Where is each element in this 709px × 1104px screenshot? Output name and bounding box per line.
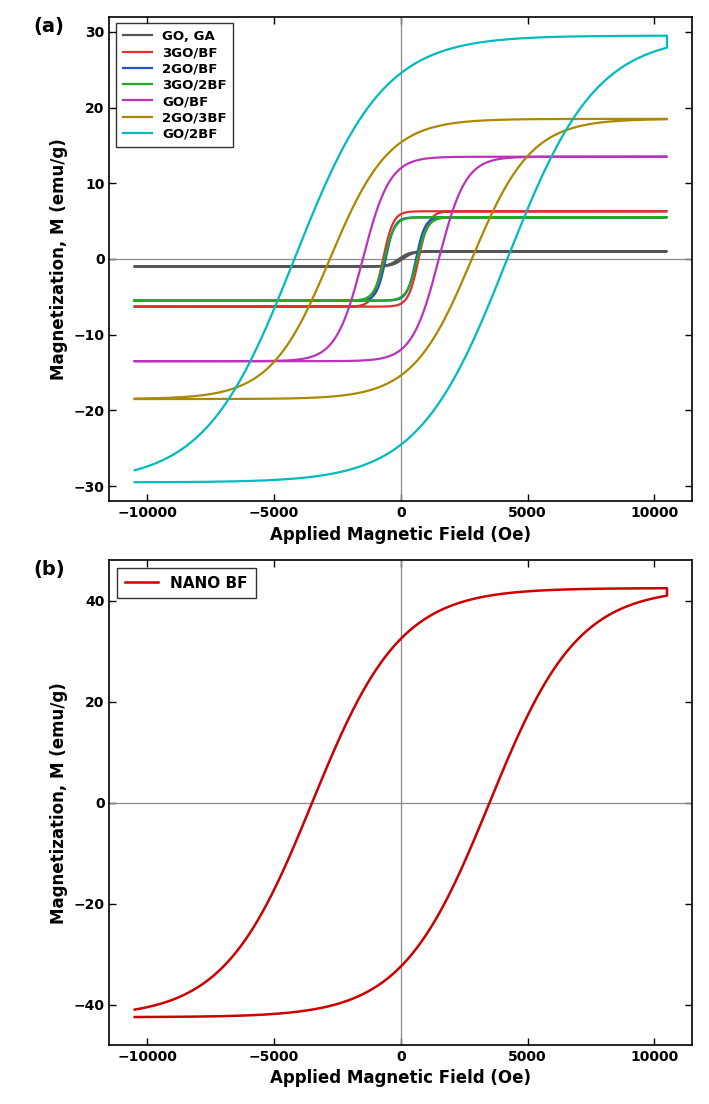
3GO/2BF <box>130 294 139 307</box>
Line: 2GO/3BF: 2GO/3BF <box>135 119 667 399</box>
3GO/BF <box>321 300 330 314</box>
GO/2BF <box>199 475 207 488</box>
GO/BF <box>130 354 139 368</box>
NANO BF <box>612 582 620 595</box>
GO, GA <box>321 259 330 273</box>
3GO/2BF <box>321 294 330 307</box>
3GO/2BF <box>130 294 139 307</box>
3GO/2BF <box>613 211 621 224</box>
GO, GA <box>150 259 159 273</box>
Y-axis label: Magnetization, M (emu/g): Magnetization, M (emu/g) <box>50 138 68 380</box>
2GO/3BF <box>130 392 139 405</box>
Line: 3GO/BF: 3GO/BF <box>135 211 667 307</box>
Legend: GO, GA, 3GO/BF, 2GO/BF, 3GO/2BF, GO/BF, 2GO/3BF, GO/2BF: GO, GA, 3GO/BF, 2GO/BF, 3GO/2BF, GO/BF, … <box>116 23 233 147</box>
GO/2BF <box>461 351 469 364</box>
GO/2BF <box>130 476 139 489</box>
2GO/BF <box>549 211 557 224</box>
3GO/BF <box>130 300 139 314</box>
GO/BF <box>612 150 620 163</box>
GO/BF <box>150 354 159 368</box>
2GO/BF <box>461 211 469 224</box>
3GO/BF <box>150 300 159 314</box>
X-axis label: Applied Magnetic Field (Oe): Applied Magnetic Field (Oe) <box>270 526 531 543</box>
2GO/3BF <box>663 113 671 126</box>
NANO BF <box>130 1002 139 1016</box>
Legend: NANO BF: NANO BF <box>117 567 256 598</box>
GO/BF <box>321 342 330 355</box>
NANO BF <box>199 1010 207 1023</box>
3GO/BF <box>574 204 583 217</box>
2GO/BF <box>150 294 159 307</box>
2GO/BF <box>130 294 139 307</box>
3GO/BF <box>130 300 139 314</box>
GO/BF <box>650 150 659 163</box>
Line: 3GO/2BF: 3GO/2BF <box>135 217 667 300</box>
Line: GO/2BF: GO/2BF <box>135 35 667 482</box>
3GO/BF <box>461 204 469 217</box>
2GO/BF <box>650 211 659 224</box>
GO/2BF <box>321 178 330 191</box>
2GO/3BF <box>461 268 469 282</box>
2GO/BF <box>321 294 330 307</box>
Text: (a): (a) <box>33 17 65 35</box>
2GO/BF <box>130 294 139 307</box>
GO/BF <box>130 354 139 368</box>
GO, GA <box>613 245 621 258</box>
3GO/2BF <box>579 211 588 224</box>
2GO/3BF <box>650 113 659 126</box>
GO/2BF <box>612 30 620 43</box>
3GO/2BF <box>199 294 207 307</box>
Line: GO/BF: GO/BF <box>135 157 667 361</box>
X-axis label: Applied Magnetic Field (Oe): Applied Magnetic Field (Oe) <box>270 1070 531 1087</box>
2GO/BF <box>613 211 621 224</box>
GO, GA <box>199 259 207 273</box>
Line: 2GO/BF: 2GO/BF <box>135 217 667 300</box>
GO, GA <box>130 259 139 273</box>
NANO BF <box>650 592 659 605</box>
GO/BF <box>663 150 671 163</box>
2GO/BF <box>199 294 207 307</box>
2GO/3BF <box>612 113 620 126</box>
GO/2BF <box>650 45 659 59</box>
NANO BF <box>663 582 671 595</box>
Line: NANO BF: NANO BF <box>135 588 667 1017</box>
2GO/3BF <box>150 392 159 405</box>
GO, GA <box>461 245 469 258</box>
NANO BF <box>130 1010 139 1023</box>
GO/2BF <box>130 464 139 477</box>
2GO/3BF <box>130 392 139 405</box>
GO/BF <box>461 176 469 189</box>
Text: (b): (b) <box>33 561 65 580</box>
GO/2BF <box>663 29 671 42</box>
3GO/2BF <box>461 211 469 224</box>
GO, GA <box>599 245 608 258</box>
NANO BF <box>321 764 330 777</box>
NANO BF <box>461 853 469 867</box>
3GO/BF <box>613 204 621 217</box>
3GO/2BF <box>150 294 159 307</box>
3GO/BF <box>650 204 659 217</box>
Y-axis label: Magnetization, M (emu/g): Magnetization, M (emu/g) <box>50 682 68 924</box>
Line: GO, GA: GO, GA <box>135 252 667 266</box>
2GO/3BF <box>321 263 330 276</box>
3GO/BF <box>199 300 207 314</box>
GO/BF <box>199 354 207 368</box>
NANO BF <box>150 999 159 1012</box>
GO, GA <box>650 245 659 258</box>
3GO/2BF <box>650 211 659 224</box>
GO/2BF <box>150 457 159 470</box>
GO, GA <box>130 259 139 273</box>
2GO/3BF <box>199 392 207 405</box>
